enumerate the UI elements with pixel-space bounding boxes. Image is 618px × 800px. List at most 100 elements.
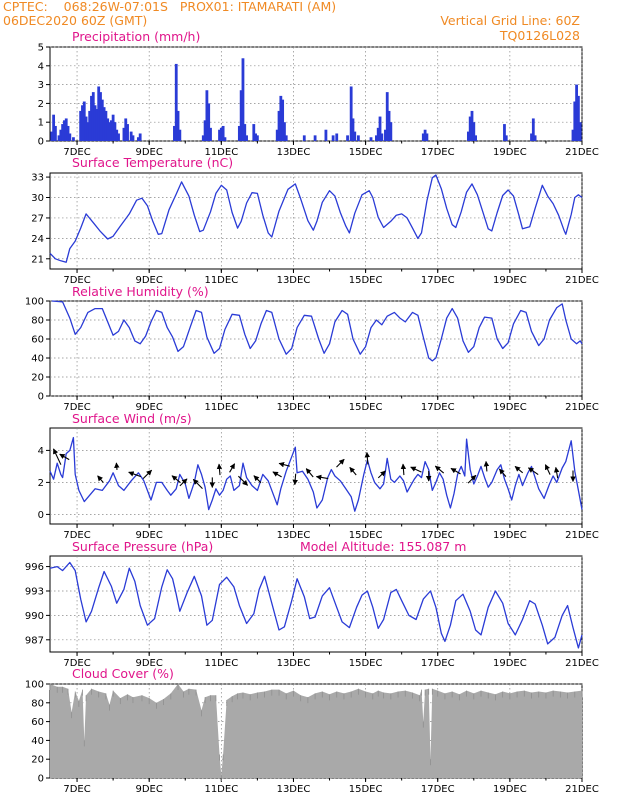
precip-xtick-label: 7DEC xyxy=(63,147,90,158)
wind-arrow xyxy=(97,475,104,483)
cloud-xtick-label: 15DEC xyxy=(349,784,383,795)
precip-bar xyxy=(575,84,578,141)
precip-bar xyxy=(131,135,135,141)
rh-ytick-label: 40 xyxy=(31,354,44,365)
temp-xtick-label: 21DEC xyxy=(565,275,599,286)
precip-ytick-label: 2 xyxy=(38,99,44,110)
precip-bar xyxy=(279,95,283,141)
precip-bar xyxy=(104,110,108,141)
rh-ytick-label: 100 xyxy=(25,297,44,308)
precip-bar xyxy=(201,135,205,141)
precip-bar xyxy=(376,127,380,141)
precip-bar xyxy=(533,135,537,141)
wind-arrow xyxy=(377,470,386,479)
wind-arrow xyxy=(434,465,445,474)
precip-bar xyxy=(111,114,115,141)
precip-bar xyxy=(380,133,384,141)
wind-arrow xyxy=(114,462,120,470)
wind-arrow xyxy=(527,467,539,476)
precip-bar xyxy=(108,122,111,141)
precip-bar xyxy=(88,110,92,141)
precip-ytick-label: 4 xyxy=(38,61,44,72)
precip-xtick-label: 9DEC xyxy=(135,147,162,158)
precip-bar xyxy=(117,133,120,141)
wind-xtick-label: 15DEC xyxy=(349,530,383,541)
precip-bar xyxy=(237,125,241,141)
wind-xtick-label: 21DEC xyxy=(565,530,599,541)
rh-xtick-label: 21DEC xyxy=(565,402,599,413)
cloud-ytick-label: 60 xyxy=(31,717,44,728)
precip-bar xyxy=(209,127,212,141)
precip-bar xyxy=(281,99,285,141)
precip-bar xyxy=(349,86,353,141)
cloud-ytick-label: 40 xyxy=(31,736,44,747)
precip-bar xyxy=(52,114,56,141)
precip-bar xyxy=(79,110,83,141)
precip-bar xyxy=(255,135,259,141)
wind-arrow xyxy=(553,466,560,479)
temp-ytick-label: 21 xyxy=(31,254,44,265)
precip-ytick-label: 1 xyxy=(38,118,44,129)
rh-ytick-label: 80 xyxy=(31,316,44,327)
wind-arrow xyxy=(179,478,188,487)
precip-bar xyxy=(207,103,211,141)
precip-xtick-label: 19DEC xyxy=(493,147,527,158)
wind-arrow xyxy=(272,471,282,478)
wind-arrow xyxy=(483,460,490,472)
wind-xtick-label: 11DEC xyxy=(204,530,238,541)
precip-bar xyxy=(218,129,221,141)
header-grid-note: Vertical Grid Line: 60Z xyxy=(440,13,580,28)
pres-subtitle: Model Altitude: 155.087 m xyxy=(300,539,466,554)
wind-arrow xyxy=(349,466,357,476)
wind-series-line xyxy=(49,436,583,512)
wind-arrow xyxy=(142,469,152,479)
temp-xtick-label: 19DEC xyxy=(493,275,527,286)
precip-bar xyxy=(219,127,223,141)
precip-bar xyxy=(91,92,95,141)
precip-bar xyxy=(203,120,207,141)
precip-bar xyxy=(205,90,209,141)
precip-bar xyxy=(389,122,393,141)
wind-arrow xyxy=(216,463,223,476)
precip-bar xyxy=(252,124,256,141)
precip-bar xyxy=(385,92,389,141)
precip-bar xyxy=(531,118,535,141)
rh-ytick-label: 0 xyxy=(38,392,44,403)
pres-ytick-label: 993 xyxy=(25,586,44,597)
cloud-xtick-label: 7DEC xyxy=(63,784,90,795)
wind-arrow xyxy=(238,475,248,486)
precip-bar xyxy=(466,131,470,141)
cloud-xtick-label: 9DEC xyxy=(135,784,162,795)
rh-xtick-label: 13DEC xyxy=(277,402,311,413)
precip-bar xyxy=(239,90,243,141)
wind-arrow xyxy=(305,468,314,478)
rh-xtick-label: 17DEC xyxy=(421,402,455,413)
precip-bar xyxy=(503,124,506,141)
precip-bar xyxy=(173,125,176,141)
wind-arrow xyxy=(278,461,290,468)
precip-bar xyxy=(384,129,387,141)
precip-bar xyxy=(50,131,54,141)
rh-title: Relative Humidity (%) xyxy=(72,284,209,299)
wind-xtick-label: 9DEC xyxy=(135,530,162,541)
cloud-ytick-label: 80 xyxy=(31,698,44,709)
precip-ytick-label: 0 xyxy=(38,137,44,148)
rh-panel: 0 20 40 60 80 100 7DEC 9DEC 11DEC 13DEC 15DEC 17DEC… xyxy=(25,284,599,413)
wind-xtick-label: 19DEC xyxy=(493,530,527,541)
precip-bar xyxy=(468,116,472,141)
temp-ytick-label: 33 xyxy=(31,173,44,184)
temp-ytick-label: 24 xyxy=(31,234,44,245)
wind-arrow xyxy=(450,467,461,475)
precip-bar xyxy=(113,122,117,141)
wind-ytick-label: 0 xyxy=(38,510,44,521)
cloud-area xyxy=(50,684,582,778)
precip-bar xyxy=(356,135,360,141)
precip-bar xyxy=(470,110,474,141)
precip-bar xyxy=(93,105,97,141)
header-model-code: TQ0126L028 xyxy=(499,28,580,43)
precip-bar xyxy=(59,129,63,141)
precip-bar xyxy=(90,95,93,141)
cloud-ytick-label: 20 xyxy=(31,755,44,766)
precip-bar xyxy=(138,133,142,141)
precip-bar xyxy=(64,118,68,141)
